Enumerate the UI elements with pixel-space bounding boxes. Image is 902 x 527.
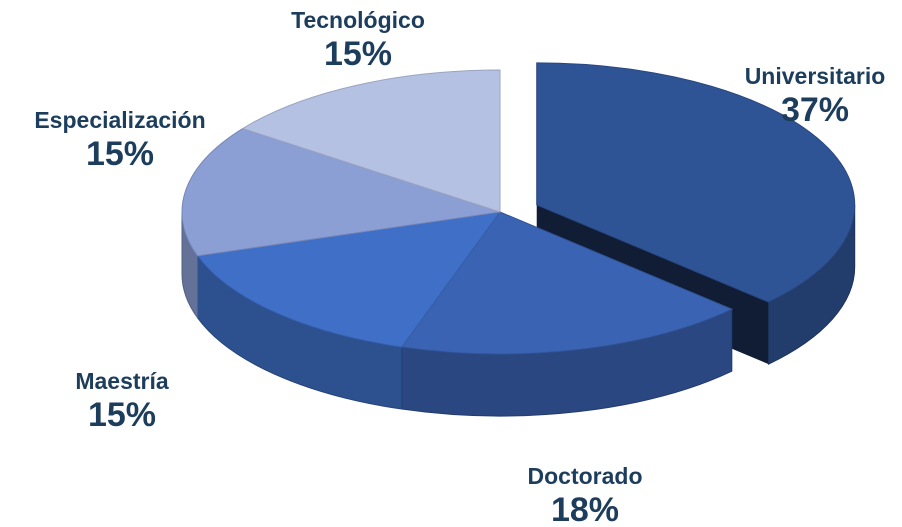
slice-label: Doctorado xyxy=(528,463,643,489)
slice-value-label: 37% xyxy=(781,91,849,129)
slice-value-label: 15% xyxy=(88,396,156,434)
slice-value-label: 18% xyxy=(551,491,619,527)
slice xyxy=(400,211,734,355)
slice-label: Tecnológico xyxy=(291,7,425,33)
slice-label: Especialización xyxy=(34,107,205,133)
slice-value-label: 15% xyxy=(324,35,392,73)
slice-label: Universitario xyxy=(745,63,886,89)
slice xyxy=(181,127,501,257)
slice xyxy=(196,211,502,348)
slice xyxy=(241,69,501,213)
slice-label: Maestría xyxy=(75,368,169,394)
slice-value-label: 15% xyxy=(86,135,154,173)
slice xyxy=(536,62,856,303)
